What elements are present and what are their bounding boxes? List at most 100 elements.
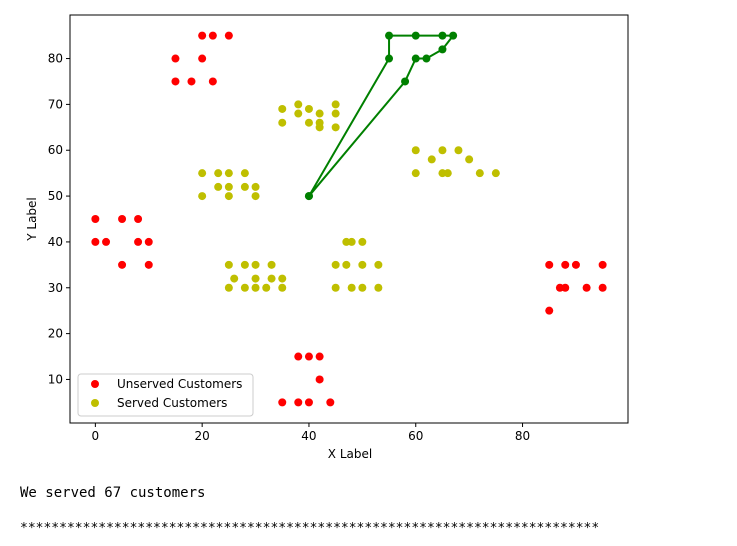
unserved-point xyxy=(315,352,324,361)
unserved-point xyxy=(561,260,570,269)
served-point xyxy=(240,182,249,191)
served-point xyxy=(251,182,260,191)
unserved-point xyxy=(198,31,207,40)
served-point xyxy=(224,182,233,191)
route-point xyxy=(422,54,431,63)
x-tick-label: 80 xyxy=(515,429,530,443)
served-point xyxy=(358,283,367,292)
unserved-point xyxy=(315,375,324,384)
y-tick-label: 20 xyxy=(48,327,63,341)
served-point xyxy=(411,146,420,155)
unserved-point xyxy=(187,77,196,86)
served-point xyxy=(278,118,287,127)
unserved-point xyxy=(304,352,313,361)
output-message: We served 67 customers xyxy=(20,485,206,501)
served-point xyxy=(304,118,313,127)
served-point xyxy=(315,109,324,118)
legend-label-served: Served Customers xyxy=(117,396,227,410)
served-point xyxy=(251,260,260,269)
served-point xyxy=(251,283,260,292)
unserved-point xyxy=(102,237,111,246)
served-point xyxy=(315,123,324,132)
unserved-point xyxy=(294,398,303,407)
y-tick-label: 60 xyxy=(48,143,63,157)
y-axis-label: Y Label xyxy=(25,197,39,242)
served-point xyxy=(240,260,249,269)
served-point xyxy=(491,169,500,178)
y-tick-label: 80 xyxy=(48,52,63,66)
served-point xyxy=(262,283,271,292)
served-point xyxy=(294,109,303,118)
served-point xyxy=(294,100,303,109)
legend-marker-served xyxy=(91,399,99,407)
served-point xyxy=(331,260,340,269)
unserved-point xyxy=(545,306,554,315)
served-point xyxy=(224,260,233,269)
served-point xyxy=(214,182,223,191)
served-point xyxy=(240,283,249,292)
served-point xyxy=(443,169,452,178)
route-line xyxy=(308,34,455,197)
unserved-point xyxy=(598,260,607,269)
unserved-point xyxy=(91,237,100,246)
served-point xyxy=(224,192,233,201)
served-point xyxy=(214,169,223,178)
unserved-point xyxy=(134,237,143,246)
unserved-point xyxy=(208,77,217,86)
unserved-point xyxy=(598,283,607,292)
served-point xyxy=(427,155,436,164)
legend-marker-unserved xyxy=(91,380,99,388)
served-point xyxy=(267,274,276,283)
served-point xyxy=(358,260,367,269)
y-tick-label: 50 xyxy=(48,189,63,203)
unserved-point xyxy=(208,31,217,40)
route-point xyxy=(438,31,447,40)
x-axis: 0 20 40 60 80 xyxy=(92,423,530,443)
unserved-point xyxy=(198,54,207,63)
route-point xyxy=(411,31,420,40)
served-point xyxy=(438,146,447,155)
route-point xyxy=(401,77,410,86)
output-separator: ****************************************… xyxy=(20,521,600,536)
unserved-point xyxy=(304,398,313,407)
route-point xyxy=(385,31,394,40)
unserved-point xyxy=(294,352,303,361)
x-tick-label: 20 xyxy=(195,429,210,443)
unserved-point xyxy=(545,260,554,269)
y-tick-label: 40 xyxy=(48,235,63,249)
served-point xyxy=(347,283,356,292)
served-point xyxy=(374,260,383,269)
x-tick-label: 60 xyxy=(408,429,423,443)
route xyxy=(304,31,458,201)
served-point xyxy=(240,169,249,178)
y-tick-label: 10 xyxy=(48,372,63,386)
x-tick-label: 40 xyxy=(301,429,316,443)
served-point xyxy=(331,123,340,132)
unserved-point xyxy=(118,260,127,269)
unserved-point xyxy=(561,283,570,292)
unserved-point xyxy=(144,237,153,246)
served-point xyxy=(342,260,351,269)
served-point xyxy=(475,169,484,178)
unserved-point xyxy=(171,77,180,86)
served-point xyxy=(358,237,367,246)
y-tick-label: 70 xyxy=(48,97,63,111)
y-tick-label: 30 xyxy=(48,281,63,295)
served-point xyxy=(347,237,356,246)
route-point xyxy=(411,54,420,63)
served-point xyxy=(374,283,383,292)
served-point xyxy=(267,260,276,269)
plot-area xyxy=(69,14,629,424)
y-axis: 10 20 30 40 50 60 70 80 xyxy=(48,52,70,386)
served-point xyxy=(251,274,260,283)
unserved-point xyxy=(326,398,335,407)
served-point xyxy=(411,169,420,178)
served-point xyxy=(230,274,239,283)
scatter-chart: 0 20 40 60 80 10 20 30 40 50 60 70 80 X Label Y Lab… xyxy=(25,14,629,461)
unserved-point xyxy=(118,215,127,223)
unserved-point xyxy=(171,54,180,63)
served-point xyxy=(224,283,233,292)
served-point xyxy=(331,100,340,109)
served-point xyxy=(331,283,340,292)
served-point xyxy=(465,155,474,164)
